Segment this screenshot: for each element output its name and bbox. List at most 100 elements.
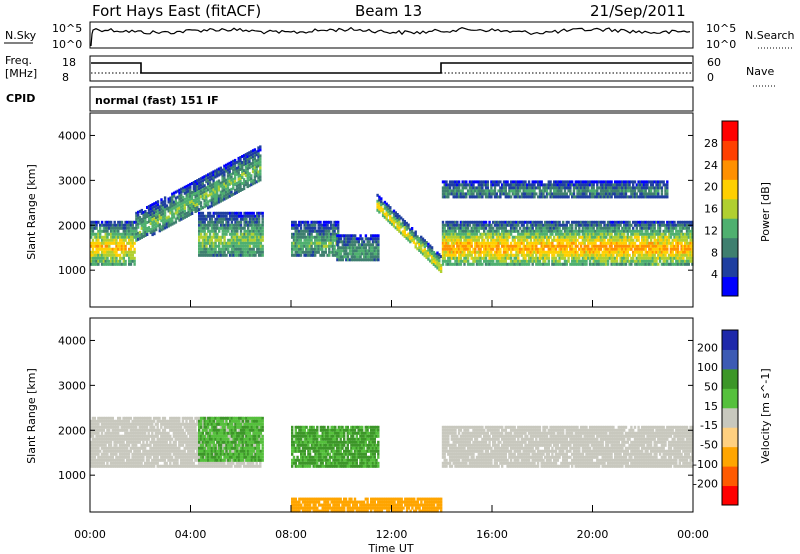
heatmap-cell bbox=[680, 241, 683, 245]
heatmap-cell bbox=[624, 223, 628, 227]
heatmap-cell bbox=[331, 229, 335, 233]
heatmap-cell bbox=[336, 234, 339, 238]
heatmap-cell bbox=[508, 189, 511, 193]
heatmap-cell bbox=[579, 186, 583, 190]
heatmap-cell bbox=[628, 241, 631, 245]
heatmap-cell bbox=[219, 223, 223, 227]
heatmap-cell bbox=[102, 226, 106, 230]
heatmap-cell bbox=[138, 209, 142, 213]
heatmap-cell bbox=[219, 196, 222, 200]
heatmap-cell bbox=[171, 210, 174, 214]
heatmap-cell bbox=[535, 192, 538, 196]
heatmap-cell bbox=[680, 262, 683, 266]
heatmap-cell bbox=[436, 251, 439, 255]
heatmap-cell bbox=[445, 180, 448, 184]
heatmap-cell bbox=[502, 180, 506, 184]
heatmap-cell bbox=[626, 223, 629, 227]
heatmap-cell bbox=[477, 235, 480, 239]
heatmap-cell bbox=[261, 238, 264, 242]
heatmap-cell bbox=[128, 238, 131, 242]
heatmap-cell bbox=[234, 253, 237, 257]
heatmap-cell bbox=[99, 440, 102, 444]
heatmap-cell bbox=[551, 247, 554, 251]
heatmap-cell bbox=[321, 235, 324, 239]
heatmap-cell bbox=[238, 247, 241, 251]
heatmap-cell bbox=[251, 170, 255, 174]
heatmap-cell bbox=[481, 250, 484, 254]
heatmap-cell bbox=[212, 203, 215, 207]
heatmap-cell bbox=[352, 246, 355, 250]
heatmap-cell bbox=[392, 212, 396, 216]
heatmap-cell bbox=[499, 226, 502, 230]
heatmap-cell bbox=[128, 235, 131, 239]
heatmap-cell bbox=[574, 226, 577, 230]
heatmap-cell bbox=[192, 190, 196, 193]
heatmap-cell bbox=[583, 226, 586, 230]
heatmap-cell bbox=[556, 253, 559, 257]
heatmap-cell bbox=[542, 262, 545, 266]
heatmap-cell bbox=[502, 192, 506, 196]
heatmap-cell bbox=[571, 235, 574, 239]
heatmap-cell bbox=[475, 226, 479, 230]
heatmap-cell bbox=[554, 238, 558, 242]
heatmap-cell bbox=[113, 422, 116, 426]
heatmap-cell bbox=[526, 238, 529, 242]
heatmap-cell bbox=[545, 195, 549, 199]
heatmap-cell bbox=[248, 223, 252, 227]
heatmap-cell bbox=[375, 252, 378, 256]
heatmap-cell bbox=[97, 238, 100, 242]
heatmap-cell bbox=[185, 199, 188, 203]
heatmap-cell bbox=[669, 229, 673, 233]
heatmap-cell bbox=[93, 458, 96, 462]
heatmap-cell bbox=[508, 235, 511, 239]
heatmap-cell bbox=[452, 262, 455, 266]
heatmap-cell bbox=[232, 192, 235, 196]
heatmap-cell bbox=[230, 253, 234, 257]
heatmap-cell bbox=[551, 253, 554, 257]
heatmap-cell bbox=[102, 452, 105, 456]
heatmap-cell bbox=[544, 183, 547, 187]
heatmap-cell bbox=[448, 192, 452, 196]
heatmap-cell bbox=[194, 186, 197, 189]
heatmap-cell bbox=[504, 262, 507, 266]
heatmap-cell bbox=[100, 431, 104, 435]
heatmap-cell bbox=[535, 244, 538, 248]
heatmap-cell bbox=[97, 256, 100, 260]
heatmap-cell bbox=[588, 235, 592, 239]
heatmap-cell bbox=[131, 259, 134, 263]
heatmap-cell bbox=[113, 229, 116, 233]
heatmap-cell bbox=[172, 194, 176, 198]
heatmap-cell bbox=[95, 425, 98, 429]
heatmap-cell bbox=[366, 240, 369, 244]
heatmap-cell bbox=[662, 244, 665, 248]
heatmap-cell bbox=[664, 238, 667, 242]
heatmap-cell bbox=[207, 226, 210, 230]
heatmap-cell bbox=[479, 232, 482, 236]
heatmap-cell bbox=[443, 180, 446, 184]
heatmap-cell bbox=[628, 226, 631, 230]
heatmap-cell bbox=[504, 192, 507, 196]
heatmap-cell bbox=[346, 243, 350, 247]
heatmap-cell bbox=[120, 241, 124, 245]
heatmap-cell bbox=[448, 244, 452, 248]
heatmap-cell bbox=[474, 195, 477, 199]
heatmap-cell bbox=[448, 223, 452, 227]
heatmap-cell bbox=[109, 440, 113, 444]
heatmap-cell bbox=[562, 192, 565, 196]
heatmap-cell bbox=[529, 183, 533, 187]
heatmap-cell bbox=[687, 256, 690, 260]
heatmap-cell bbox=[248, 250, 252, 254]
heatmap-cell bbox=[651, 232, 655, 236]
heatmap-cell bbox=[484, 256, 488, 260]
heatmap-cell bbox=[135, 220, 138, 224]
heatmap-cell bbox=[443, 235, 446, 239]
heatmap-cell bbox=[502, 259, 506, 263]
heatmap-cell bbox=[162, 209, 165, 213]
heatmap-cell bbox=[493, 229, 497, 233]
heatmap-cell bbox=[463, 186, 466, 190]
heatmap-cell bbox=[233, 191, 237, 195]
heatmap-cell bbox=[407, 226, 410, 230]
heatmap-cell bbox=[463, 220, 466, 224]
heatmap-cell bbox=[605, 235, 608, 239]
heatmap-cell bbox=[345, 237, 348, 241]
